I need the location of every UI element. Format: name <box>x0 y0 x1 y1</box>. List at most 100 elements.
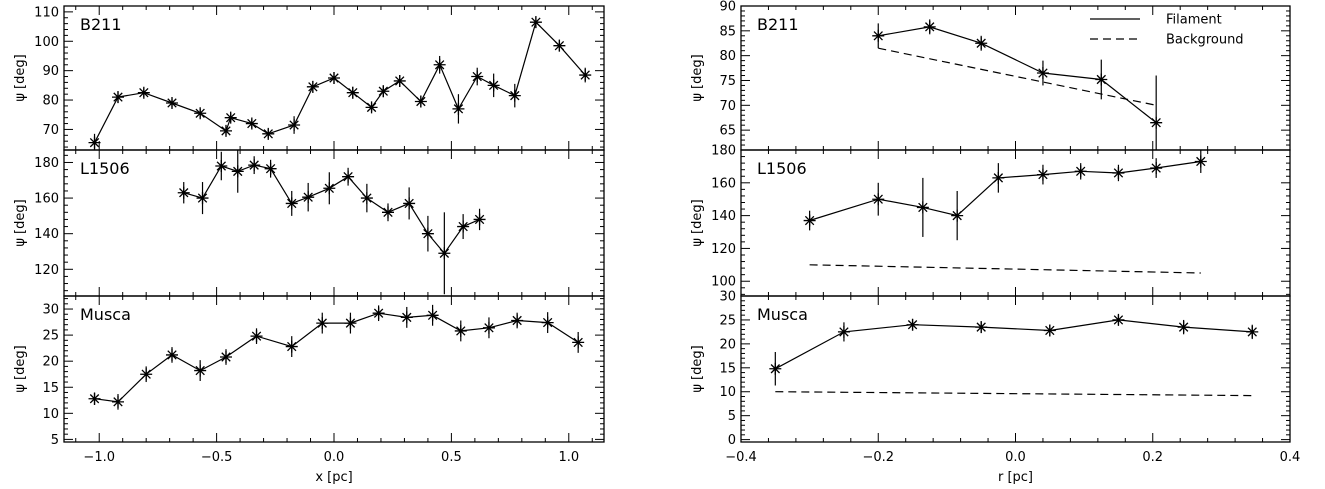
data-point <box>264 162 277 175</box>
background-line <box>775 391 1253 397</box>
data-point <box>457 220 470 233</box>
data-point <box>177 186 190 199</box>
data-point <box>426 309 439 322</box>
y-tick-label: 140 <box>34 227 59 242</box>
panel-frame <box>740 149 1291 297</box>
series-background-l1506 <box>809 264 1201 274</box>
data-point <box>248 159 261 172</box>
data-point <box>872 193 885 206</box>
y-tick-label: 15 <box>42 381 59 396</box>
panel-label: Musca <box>80 305 131 324</box>
data-point <box>1074 165 1087 178</box>
x-axis-title: x [pc] <box>315 470 352 485</box>
data-point <box>166 96 178 109</box>
y-tick-label: 160 <box>34 192 59 207</box>
panel-frame <box>740 5 1291 151</box>
y-tick-label: 110 <box>34 5 59 20</box>
panel-frame <box>740 295 1291 443</box>
data-point <box>452 102 465 115</box>
x-tick-label: −0.5 <box>201 450 233 465</box>
data-point <box>975 37 988 50</box>
data-point <box>579 69 592 82</box>
y-axis-title: ψ [deg] <box>13 345 28 392</box>
series-line <box>93 21 586 143</box>
data-point <box>112 395 124 408</box>
data-point <box>194 364 207 377</box>
data-point <box>360 192 373 205</box>
panel-frame <box>63 149 605 297</box>
y-tick-label: 15 <box>719 361 736 376</box>
data-point <box>433 58 446 71</box>
y-tick-label: 70 <box>42 123 59 138</box>
data-point <box>140 368 153 381</box>
y-tick-label: 90 <box>42 64 59 79</box>
x-tick-label: 1.0 <box>558 450 579 465</box>
y-tick-label: 30 <box>42 303 59 318</box>
y-tick-label: 80 <box>719 49 736 64</box>
data-point <box>837 325 850 338</box>
y-axis-title: ψ [deg] <box>13 199 28 246</box>
panel-label: L1506 <box>757 159 807 178</box>
background-line <box>809 264 1201 274</box>
x-tick-label: −0.4 <box>725 450 757 465</box>
data-point <box>112 91 124 104</box>
data-point <box>471 70 484 83</box>
data-point <box>316 317 329 330</box>
y-tick-label: 100 <box>34 35 59 50</box>
data-point <box>1150 116 1163 129</box>
data-point <box>916 201 929 214</box>
y-tick-label: 10 <box>42 407 59 422</box>
data-point <box>529 16 542 29</box>
data-point <box>1095 73 1108 86</box>
data-point <box>288 119 301 132</box>
x-tick-label: 0.5 <box>441 450 462 465</box>
y-tick-label: 65 <box>719 124 736 139</box>
y-tick-label: 85 <box>719 24 736 39</box>
plot-column-left: 70 80 90 100 110 ψ [deg] B211 120 140 160 180 ψ [de… <box>13 5 605 485</box>
y-axis-title: ψ [deg] <box>690 54 705 101</box>
data-point <box>1194 155 1207 168</box>
data-point <box>88 136 101 149</box>
y-axis-title: ψ [deg] <box>690 345 705 392</box>
data-point <box>194 107 207 120</box>
y-tick-label: 20 <box>719 337 736 352</box>
series-filament-b211 <box>872 19 1163 150</box>
panel-b211: 70 80 90 100 110 ψ [deg] B211 <box>13 5 605 151</box>
x-tick-label: 0.0 <box>324 450 345 465</box>
data-point <box>403 197 416 210</box>
data-point <box>328 72 340 84</box>
legend-label-filament: Filament <box>1166 13 1222 28</box>
y-tick-label: 75 <box>719 74 736 89</box>
data-point <box>553 39 566 52</box>
y-axis-title: ψ [deg] <box>13 54 28 101</box>
series-background-b211 <box>878 47 1157 106</box>
data-point <box>224 111 237 124</box>
data-point <box>1112 166 1125 179</box>
series-data-musca <box>88 304 585 410</box>
panel-label: Musca <box>757 305 808 324</box>
y-tick-label: 30 <box>719 290 736 305</box>
data-point <box>572 336 585 349</box>
y-axis-title: ψ [deg] <box>690 199 705 246</box>
data-point <box>382 206 394 219</box>
panel-l1506: 120 140 160 180 ψ [deg] L1506 <box>13 149 605 297</box>
data-point <box>365 101 378 114</box>
background-line <box>878 47 1157 106</box>
data-point <box>372 307 385 320</box>
data-point <box>302 191 315 204</box>
data-point <box>487 79 500 92</box>
data-point <box>231 165 244 178</box>
series-data-b211 <box>88 16 592 150</box>
panel-musca: 0 5 10 15 20 25 30 ψ [deg] Musca <box>690 290 1291 448</box>
y-tick-label: 80 <box>42 94 59 109</box>
data-point <box>414 95 427 108</box>
data-point <box>1246 325 1259 338</box>
panel-b211: 65 70 75 80 85 90 ψ [deg] B211 <box>690 0 1291 151</box>
data-point <box>992 171 1005 184</box>
data-point <box>196 192 209 205</box>
y-tick-label: 0 <box>728 433 736 448</box>
panel-musca: 5 10 15 20 25 30 ψ [deg] Musca <box>13 295 605 448</box>
data-point <box>377 85 390 98</box>
